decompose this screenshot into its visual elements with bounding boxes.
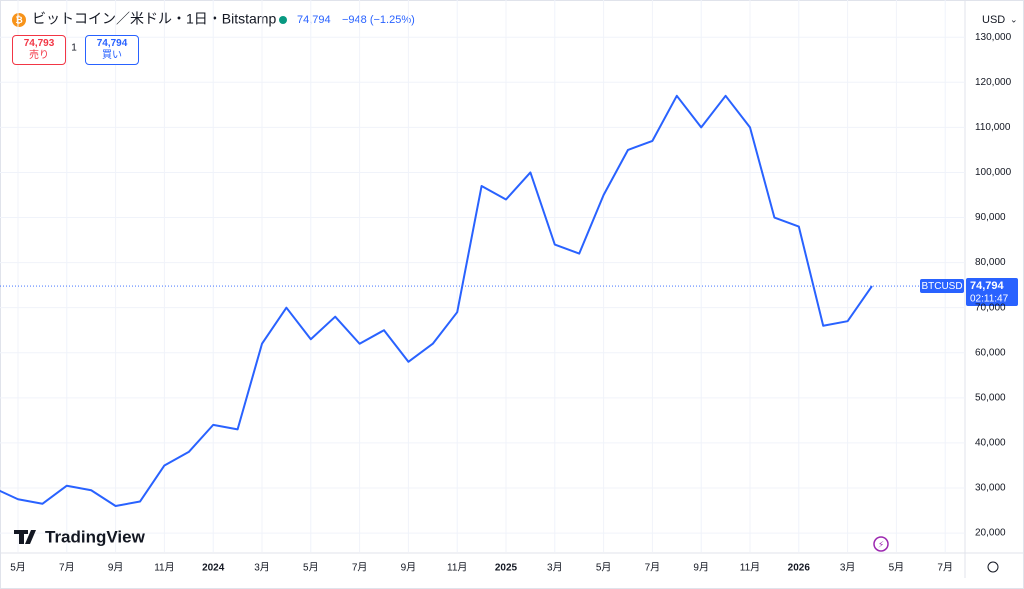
x-tick-label: 3月 (254, 562, 270, 574)
symbol-tag (920, 279, 964, 293)
x-tick-label: 2025 (495, 563, 518, 574)
logo-mark (14, 530, 36, 544)
change: −948 (−1.25%) (342, 14, 415, 26)
price-line (0, 94, 873, 508)
sell-button[interactable]: 74,793 売り (12, 35, 66, 65)
last-price-tag (966, 278, 1018, 306)
x-tick-label: 3月 (840, 562, 856, 574)
x-tick-label: 9月 (401, 562, 417, 574)
y-tick-label: 80,000 (975, 257, 1006, 268)
y-tick-label: 90,000 (975, 212, 1006, 223)
chart-title: ビットコイン／米ドル・1日・Bitstamp (32, 11, 276, 27)
x-tick-label: 7月 (352, 562, 368, 574)
y-tick-label: 70,000 (975, 302, 1006, 313)
x-tick-label: 5月 (596, 562, 612, 574)
x-tick-label: 7月 (937, 562, 953, 574)
sell-label[interactable]: 売り (29, 50, 49, 61)
buy-label[interactable]: 買い (102, 50, 122, 61)
y-tick-label: 40,000 (975, 438, 1006, 449)
last-price: 74,794 (970, 280, 1005, 292)
currency-caret[interactable]: ⌄ (1010, 14, 1018, 24)
currency[interactable]: USD (982, 14, 1005, 26)
x-tick-label: 11月 (154, 562, 174, 574)
x-tick-label: 9月 (108, 562, 124, 574)
buy-button[interactable]: 74,794 買い (85, 35, 139, 65)
settings-icon[interactable] (987, 561, 999, 573)
symbol: BTCUSD (921, 281, 962, 292)
price: 74,794 (297, 14, 331, 26)
events-icon[interactable] (873, 536, 889, 552)
x-tick-label: 7月 (59, 562, 75, 574)
btc-icon-glyph: ₿ (15, 15, 22, 25)
x-tick-label: 3月 (547, 562, 563, 574)
spread: 1 (71, 43, 77, 54)
y-tick-label: 110,000 (975, 122, 1011, 133)
y-tick-label: 60,000 (975, 347, 1006, 358)
x-tick-label: 9月 (693, 562, 709, 574)
status-dot (279, 16, 287, 24)
y-tick-label: 130,000 (975, 32, 1012, 43)
x-tick-label: 7月 (645, 562, 661, 574)
x-tick-label: 11月 (740, 562, 760, 574)
x-tick-label: 5月 (889, 562, 905, 574)
sell-price[interactable]: 74,793 (23, 38, 55, 49)
buy-price[interactable]: 74,794 (96, 38, 128, 49)
x-tick-label: 11月 (447, 562, 467, 574)
x-tick-label: 5月 (10, 562, 26, 574)
y-tick-label: 20,000 (975, 528, 1006, 539)
x-tick-label: 2024 (202, 563, 225, 574)
logo: TradingView (45, 527, 146, 546)
events-icon-glyph[interactable]: ⚡ (878, 539, 884, 549)
y-tick-label: 50,000 (975, 392, 1006, 403)
btc-icon (12, 13, 26, 27)
y-tick-label: 120,000 (975, 77, 1012, 88)
x-tick-label: 2026 (788, 563, 811, 574)
y-tick-label: 30,000 (975, 483, 1006, 494)
x-tick-label: 5月 (303, 562, 319, 574)
y-tick-label: 100,000 (975, 167, 1012, 178)
countdown: 02:11:47 (970, 294, 1009, 305)
